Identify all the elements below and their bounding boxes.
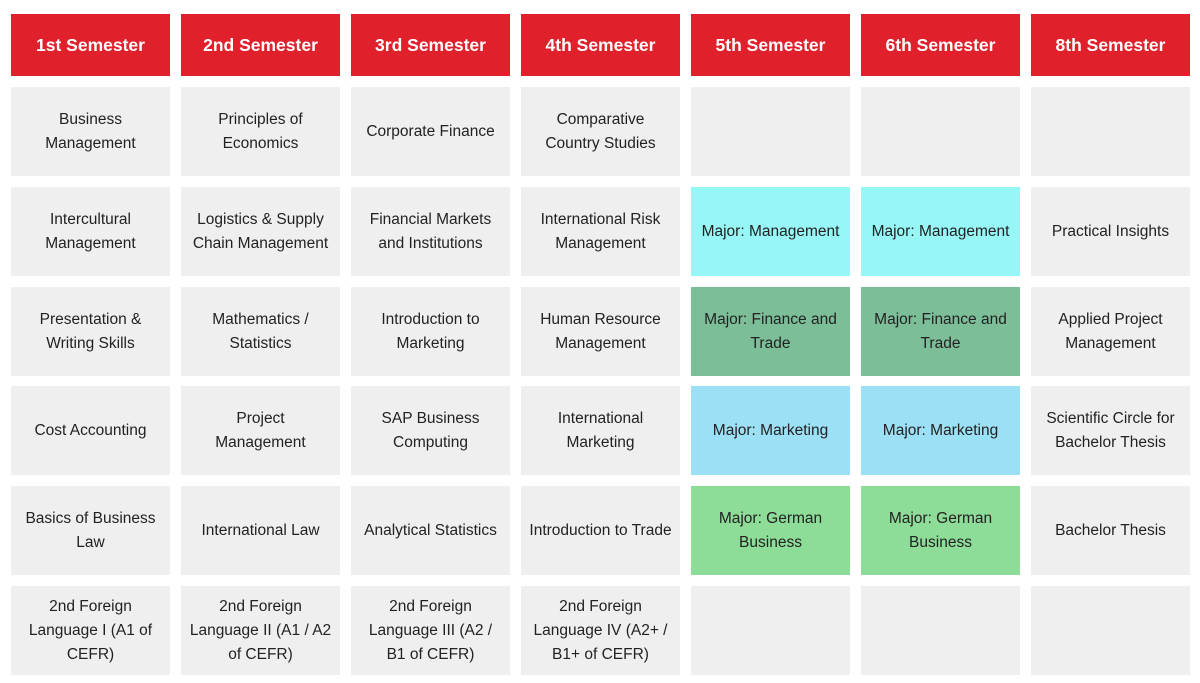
major-marketing-cell: Major: Marketing [861, 386, 1020, 475]
header-semester-4: 4th Semester [521, 14, 680, 76]
header-semester-8: 8th Semester [1031, 14, 1190, 76]
course-cell: 2nd Foreign Language IV (A2+ / B1+ of CE… [521, 586, 680, 675]
course-cell: International Marketing [521, 386, 680, 475]
major-management-cell: Major: Management [691, 187, 850, 276]
header-semester-2: 2nd Semester [181, 14, 340, 76]
course-cell: 2nd Foreign Language III (A2 / B1 of CEF… [351, 586, 510, 675]
header-semester-3: 3rd Semester [351, 14, 510, 76]
course-cell: Project Management [181, 386, 340, 475]
course-cell: Analytical Statistics [351, 486, 510, 575]
major-management-cell: Major: Management [861, 187, 1020, 276]
course-cell: Financial Markets and Institutions [351, 187, 510, 276]
major-german-business-cell: Major: German Business [861, 486, 1020, 575]
course-cell: Intercultural Management [11, 187, 170, 276]
empty-cell [691, 87, 850, 176]
course-cell: Logistics & Supply Chain Management [181, 187, 340, 276]
course-cell: 2nd Foreign Language II (A1 / A2 of CEFR… [181, 586, 340, 675]
header-semester-5: 5th Semester [691, 14, 850, 76]
header-semester-1: 1st Semester [11, 14, 170, 76]
course-cell: International Law [181, 486, 340, 575]
major-finance-trade-cell: Major: Finance and Trade [861, 287, 1020, 376]
course-cell: Principles of Economics [181, 87, 340, 176]
course-cell: Corporate Finance [351, 87, 510, 176]
course-cell: Introduction to Trade [521, 486, 680, 575]
course-cell: Mathematics / Statistics [181, 287, 340, 376]
major-finance-trade-cell: Major: Finance and Trade [691, 287, 850, 376]
empty-cell [1031, 586, 1190, 675]
empty-cell [861, 586, 1020, 675]
course-cell: Human Resource Management [521, 287, 680, 376]
course-cell: Applied Project Management [1031, 287, 1190, 376]
header-semester-6: 6th Semester [861, 14, 1020, 76]
course-cell: International Risk Management [521, 187, 680, 276]
course-cell: 2nd Foreign Language I (A1 of CEFR) [11, 586, 170, 675]
empty-cell [861, 87, 1020, 176]
empty-cell [691, 586, 850, 675]
course-cell: Comparative Country Studies [521, 87, 680, 176]
major-marketing-cell: Major: Marketing [691, 386, 850, 475]
course-cell: Cost Accounting [11, 386, 170, 475]
course-cell: Presentation & Writing Skills [11, 287, 170, 376]
empty-cell [1031, 87, 1190, 176]
major-german-business-cell: Major: German Business [691, 486, 850, 575]
course-cell: SAP Business Computing [351, 386, 510, 475]
course-cell: Introduction to Marketing [351, 287, 510, 376]
course-cell: Scientific Circle for Bachelor Thesis [1031, 386, 1190, 475]
course-cell: Bachelor Thesis [1031, 486, 1190, 575]
course-cell: Business Management [11, 87, 170, 176]
course-cell: Basics of Business Law [11, 486, 170, 575]
course-cell: Practical Insights [1031, 187, 1190, 276]
